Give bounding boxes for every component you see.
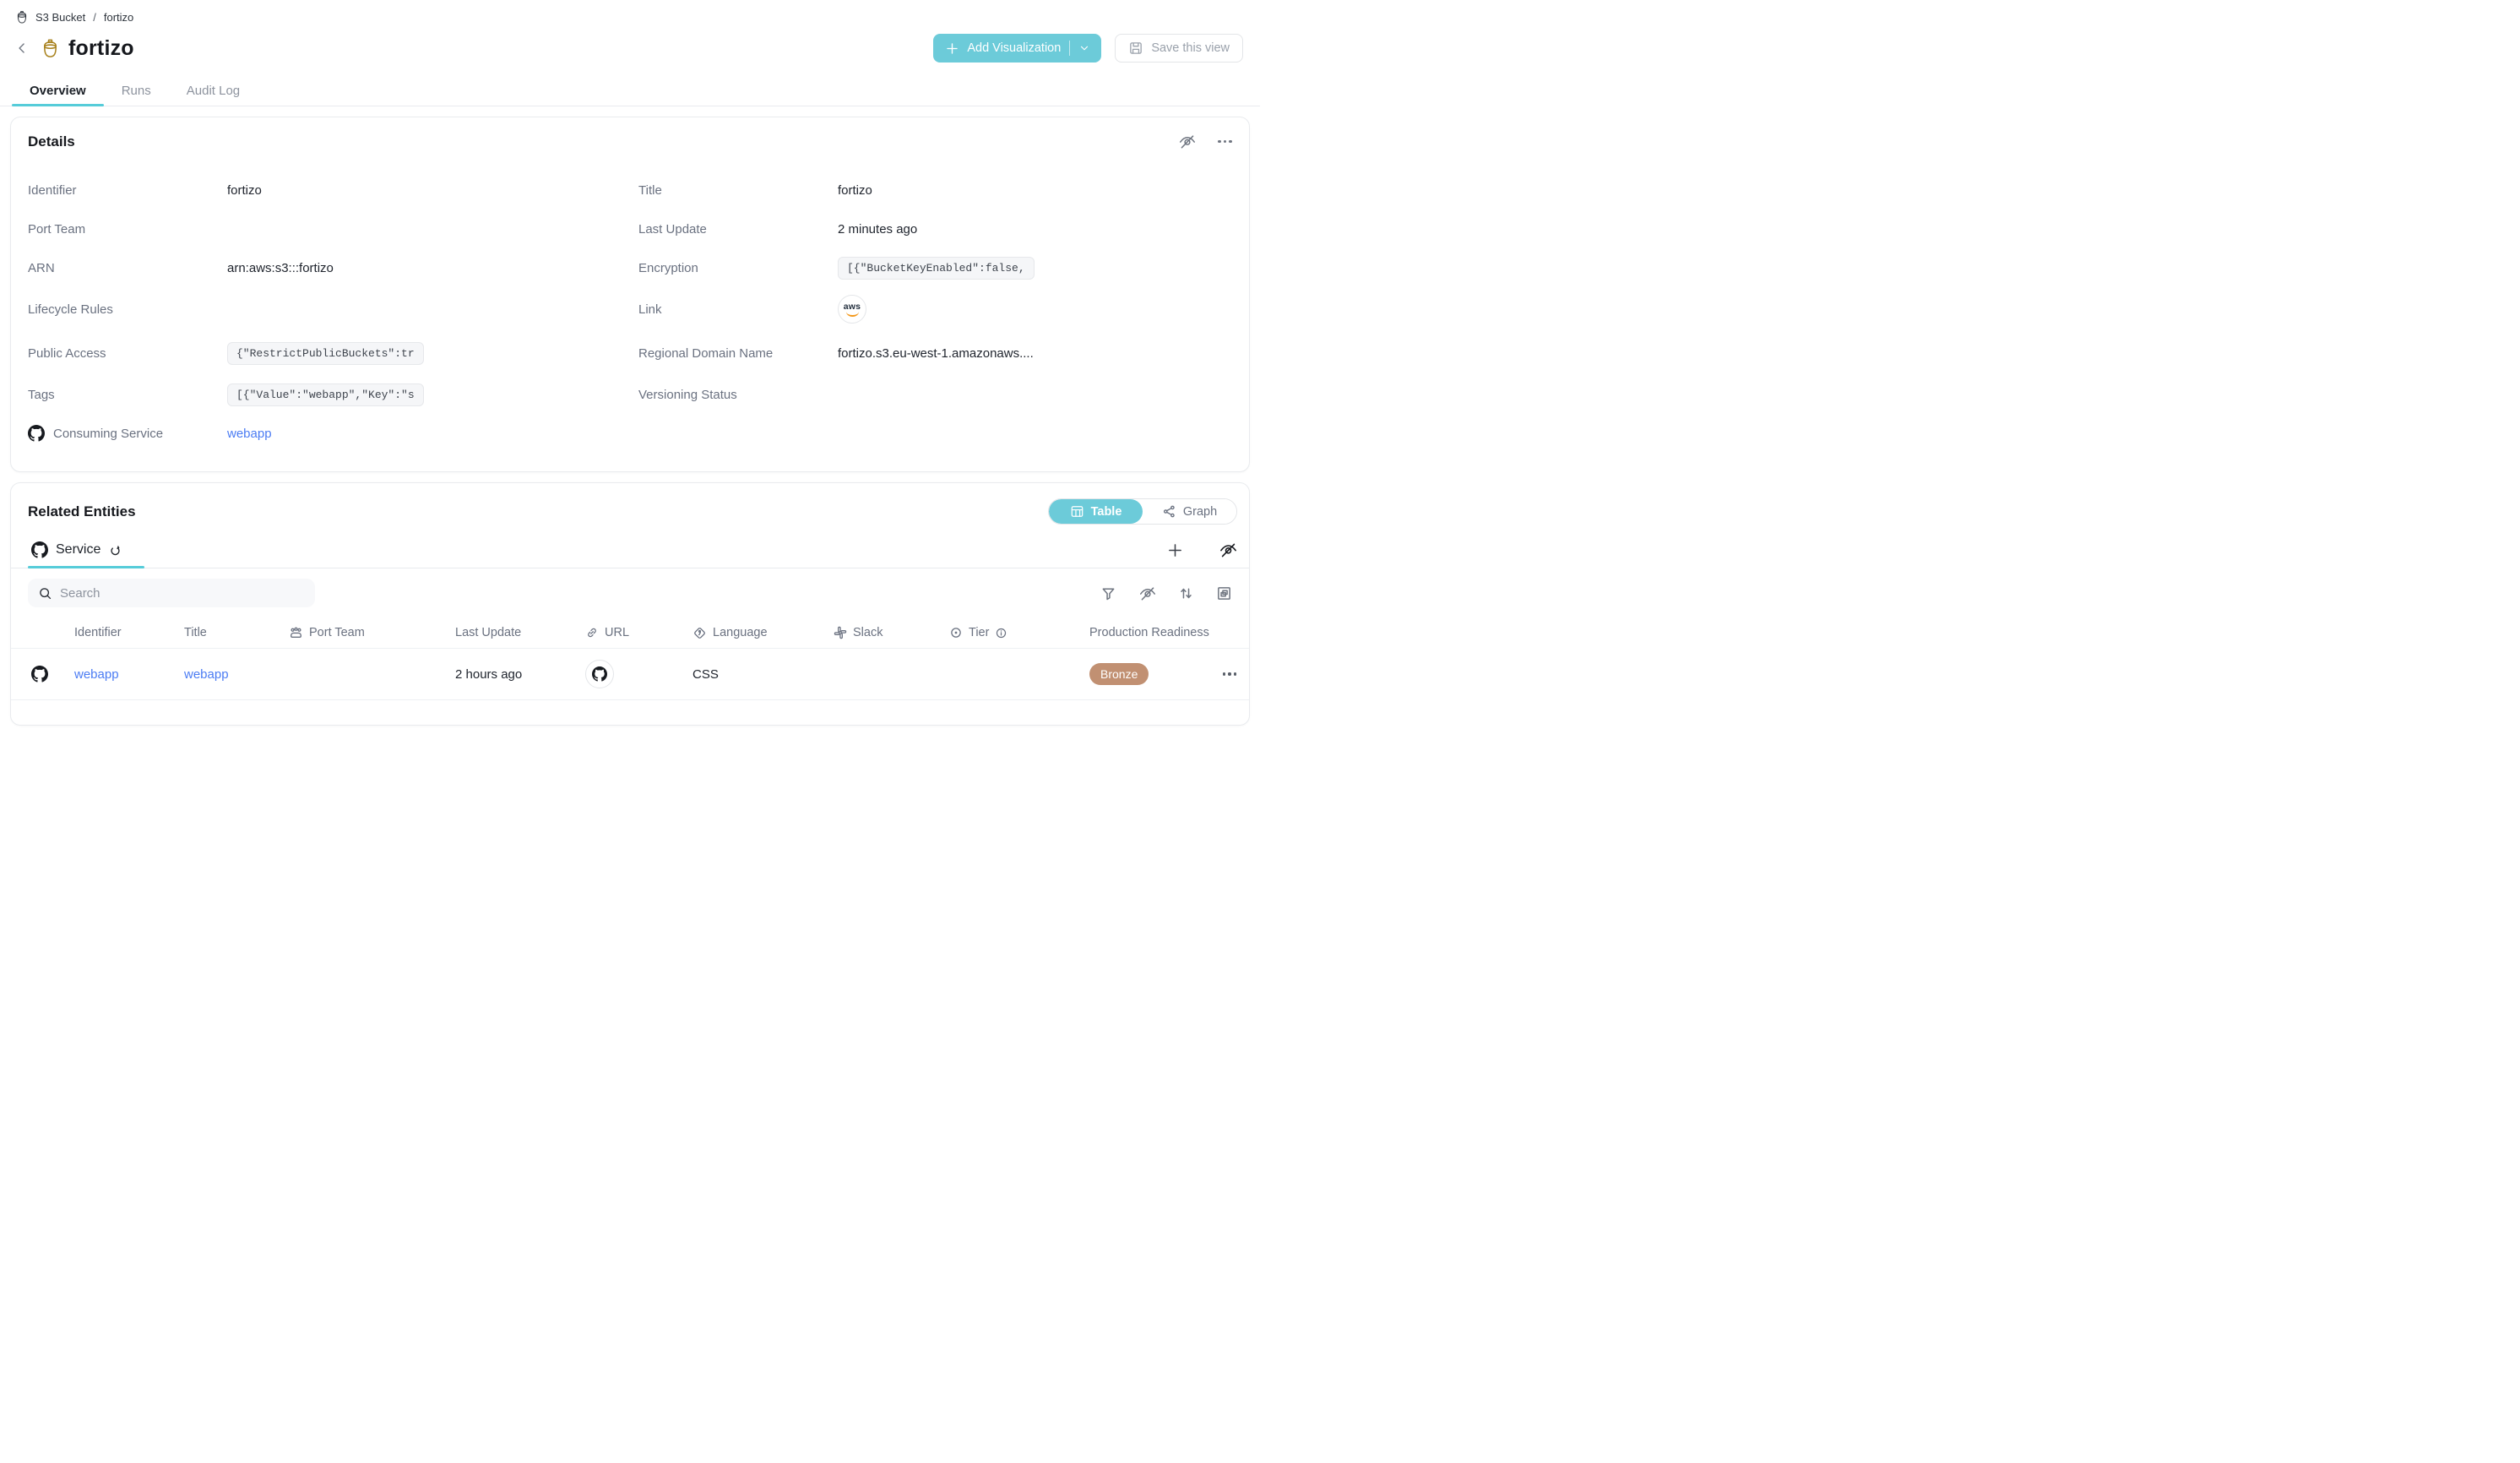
breadcrumb-blueprint[interactable]: S3 Bucket <box>35 10 86 24</box>
consuming-service-link[interactable]: webapp <box>227 426 272 441</box>
link-icon <box>588 628 596 638</box>
github-icon <box>592 666 607 682</box>
column-identifier[interactable]: Identifier <box>74 626 122 639</box>
page-tabs: Overview Runs Audit Log <box>0 75 1260 106</box>
hide-icon[interactable] <box>1138 585 1156 602</box>
field-link: Link aws <box>638 287 1232 331</box>
more-options-icon[interactable] <box>1218 139 1232 144</box>
entity-header: fortizo Add Visualization Save this view <box>0 31 1260 65</box>
github-icon <box>31 541 48 558</box>
details-column-right: Title fortizo Last Update 2 minutes ago … <box>638 171 1232 453</box>
row-title-link[interactable]: webapp <box>184 666 229 682</box>
field-port-team: Port Team <box>28 221 86 237</box>
graph-icon <box>1163 505 1175 518</box>
relation-direction-icon <box>111 545 120 555</box>
encryption-json-chip[interactable]: [{"BucketKeyEnabled":false, <box>838 256 1035 280</box>
sort-icon[interactable] <box>1178 585 1194 601</box>
page-title: fortizo <box>68 35 134 60</box>
field-encryption: Encryption [{"BucketKeyEnabled":false, <box>638 248 1232 287</box>
field-regional-domain-name: Regional Domain Name fortizo.s3.eu-west-… <box>638 345 1034 361</box>
tags-json-chip[interactable]: [{"Value":"webapp","Key":"s <box>227 383 424 406</box>
tag-icon <box>694 627 705 639</box>
github-icon <box>28 425 45 442</box>
column-production-readiness[interactable]: Production Readiness <box>1089 626 1209 639</box>
table-header-row: Identifier Title Port Team Last Update U… <box>11 617 1249 648</box>
entity-bucket-icon <box>41 38 60 59</box>
column-port-team[interactable]: Port Team <box>289 626 455 640</box>
team-icon <box>291 627 301 638</box>
add-visualization-button[interactable]: Add Visualization <box>933 34 1102 63</box>
row-url-github-link[interactable] <box>585 660 614 688</box>
view-toggle: Table Graph <box>1048 498 1237 525</box>
field-last-update: Last Update 2 minutes ago <box>638 221 918 237</box>
details-column-left: Identifier fortizo Port Team ARN arn:aws… <box>28 171 622 453</box>
field-versioning-status: Versioning Status <box>638 387 737 402</box>
field-arn: ARN arn:aws:s3:::fortizo <box>28 260 334 275</box>
filter-icon[interactable] <box>1100 585 1116 601</box>
details-fields: Identifier fortizo Port Team ARN arn:aws… <box>11 150 1249 471</box>
hide-empty-values-icon[interactable] <box>1178 133 1196 150</box>
field-identifier: Identifier fortizo <box>28 182 262 198</box>
save-view-label: Save this view <box>1151 41 1230 55</box>
github-icon <box>31 666 74 683</box>
related-entities-tabs: Service <box>11 535 1249 568</box>
tab-runs[interactable]: Runs <box>121 83 151 98</box>
tab-service[interactable]: Service <box>28 541 145 568</box>
info-icon[interactable] <box>995 627 1007 639</box>
save-this-view-button[interactable]: Save this view <box>1115 34 1243 63</box>
group-by-icon[interactable] <box>1216 585 1232 601</box>
target-icon <box>951 628 961 638</box>
toggle-graph[interactable]: Graph <box>1143 499 1236 524</box>
row-last-update: 2 hours ago <box>455 666 523 682</box>
button-divider <box>1069 41 1071 56</box>
column-language[interactable]: Language <box>692 626 834 640</box>
breadcrumb: S3 Bucket / fortizo <box>0 0 1260 26</box>
table-controls <box>11 579 1249 607</box>
production-readiness-badge: Bronze <box>1089 663 1149 685</box>
field-lifecycle-rules: Lifecycle Rules <box>28 302 113 317</box>
row-language: CSS <box>692 666 719 682</box>
slack-icon <box>834 626 847 639</box>
chevron-down-icon[interactable] <box>1078 42 1090 54</box>
column-last-update[interactable]: Last Update <box>455 626 522 639</box>
hide-empty-columns-icon[interactable] <box>1219 541 1237 559</box>
related-entities-card: Related Entities Table Graph Service <box>10 482 1250 726</box>
tab-overview[interactable]: Overview <box>12 75 104 106</box>
add-visualization-label: Add Visualization <box>967 41 1062 55</box>
related-entities-title: Related Entities <box>28 503 136 519</box>
plus-icon <box>947 42 959 54</box>
breadcrumb-entity[interactable]: fortizo <box>103 10 134 24</box>
column-tier[interactable]: Tier <box>949 626 1089 639</box>
row-identifier-link[interactable]: webapp <box>74 666 119 682</box>
back-button[interactable] <box>12 38 32 58</box>
field-consuming-service: Consuming Service webapp <box>28 414 622 453</box>
column-slack[interactable]: Slack <box>834 626 949 639</box>
search-icon <box>40 587 52 599</box>
aws-smile-icon <box>845 312 859 317</box>
column-title[interactable]: Title <box>184 626 207 639</box>
public-access-json-chip[interactable]: {"RestrictPublicBuckets":tr <box>227 341 424 365</box>
details-card: Details Identifier fortizo Port Team <box>10 117 1250 472</box>
aws-link-badge[interactable]: aws <box>838 295 866 324</box>
field-tags: Tags [{"Value":"webapp","Key":"s <box>28 375 622 414</box>
field-public-access: Public Access {"RestrictPublicBuckets":t… <box>28 331 622 375</box>
add-related-entity-icon[interactable] <box>1167 542 1183 558</box>
breadcrumb-separator: / <box>93 10 96 24</box>
search-box[interactable] <box>28 579 315 607</box>
table-icon <box>1071 506 1083 517</box>
related-entities-table: Identifier Title Port Team Last Update U… <box>11 617 1249 700</box>
table-row: webapp webapp 2 hours ago CSS Bronze <box>11 648 1249 700</box>
toggle-table[interactable]: Table <box>1049 499 1143 524</box>
save-icon <box>1130 42 1143 54</box>
bucket-icon <box>15 10 29 24</box>
details-card-title: Details <box>28 133 75 150</box>
row-more-options-icon[interactable] <box>1223 672 1237 676</box>
tab-audit-log[interactable]: Audit Log <box>186 83 241 98</box>
field-title: Title fortizo <box>638 182 872 198</box>
search-input[interactable] <box>60 585 305 601</box>
column-url[interactable]: URL <box>585 626 692 639</box>
